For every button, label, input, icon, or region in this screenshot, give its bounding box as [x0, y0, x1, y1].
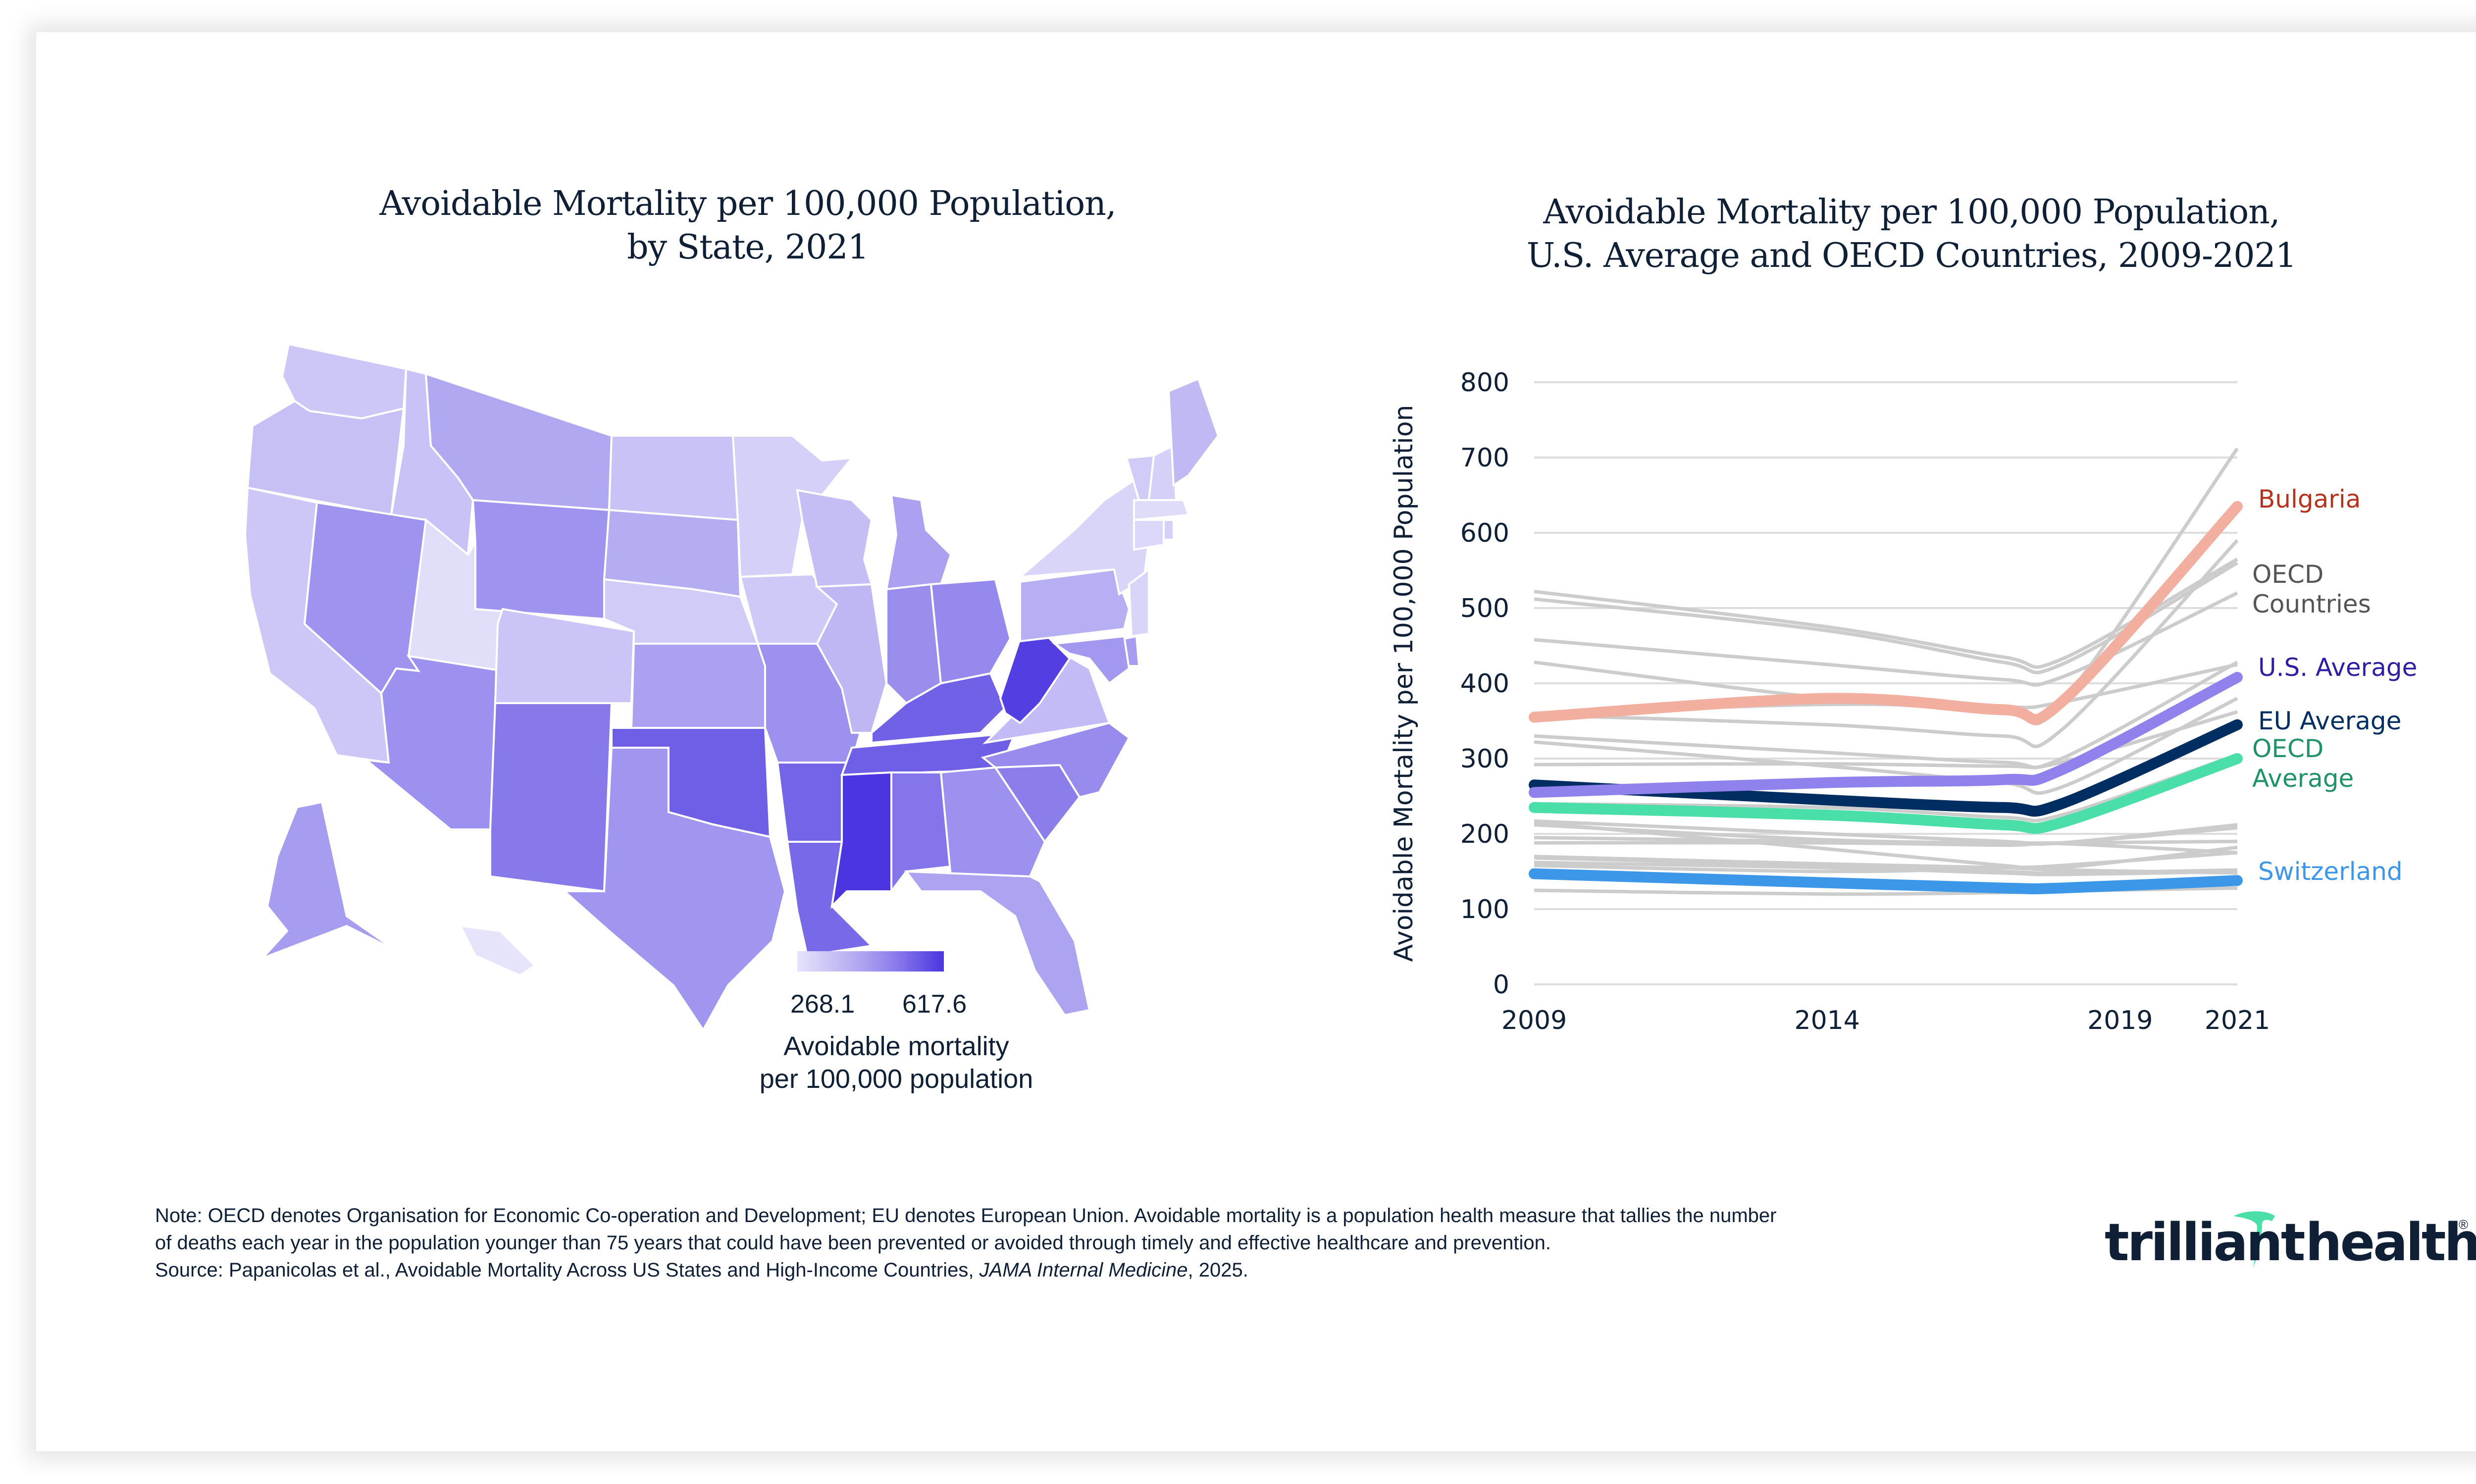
- state-fl: [904, 870, 1091, 1017]
- y-tick-label: 400: [1460, 669, 1509, 699]
- y-tick-label: 300: [1460, 744, 1509, 774]
- y-tick-label: 700: [1460, 443, 1509, 473]
- x-tick-label: 2019: [2087, 1006, 2153, 1035]
- logo-swoosh-icon: [2233, 1211, 2275, 1268]
- x-tick-label: 2009: [1501, 1006, 1567, 1035]
- state-wi: [796, 489, 873, 588]
- y-tick-label: 800: [1460, 368, 1509, 398]
- legend-caption-line-2: per 100,000 population: [759, 1064, 1033, 1094]
- source-journal: JAMA Internal Medicine: [979, 1259, 1188, 1281]
- series-line-bulgaria: [1529, 501, 2243, 725]
- y-tick-label: 0: [1493, 970, 1509, 1000]
- line-chart-title-line-2: U.S. Average and OECD Countries, 2009-20…: [1526, 236, 2297, 275]
- series-label-oecd-countries: OECD Countries: [2252, 560, 2371, 618]
- source-suffix: , 2025.: [1187, 1259, 1248, 1281]
- state-ky: [871, 672, 1007, 744]
- map-title-line-1: Avoidable Mortality per 100,000 Populati…: [379, 184, 1116, 223]
- legend-max-label: 617.6: [902, 990, 967, 1019]
- map-title: Avoidable Mortality per 100,000 Populati…: [277, 182, 1218, 269]
- footnote-source: Source: Papanicolas et al., Avoidable Mo…: [155, 1257, 1789, 1284]
- series-line-oecd-country: [1534, 841, 2238, 855]
- series-line-oecd-country: [1534, 558, 2238, 669]
- legend-min-label: 268.1: [790, 990, 855, 1019]
- series-line-oecd-country: [1534, 661, 2238, 769]
- state-oh: [929, 578, 1012, 685]
- logo-wordmark: trillianthealth: [2105, 1212, 2476, 1273]
- logo-text-trilliant: trilliant: [2105, 1212, 2306, 1273]
- state-ri: [1163, 519, 1175, 541]
- line-chart-title-line-1: Avoidable Mortality per 100,000 Populati…: [1543, 193, 2280, 232]
- y-tick-label: 500: [1460, 594, 1509, 623]
- series-line-oecd-country: [1534, 861, 2238, 876]
- state-ga: [939, 766, 1046, 877]
- series-label-eu-average: EU Average: [2258, 706, 2402, 735]
- us-choropleth-map: [244, 343, 1220, 1032]
- state-me: [1167, 377, 1220, 487]
- state-nc: [980, 721, 1131, 799]
- registered-mark: ®: [2458, 1217, 2468, 1232]
- line-chart-title: Avoidable Mortality per 100,000 Populati…: [1421, 191, 2402, 278]
- y-tick-label: 600: [1460, 518, 1509, 548]
- state-ct: [1133, 519, 1165, 551]
- series-label-u-s-average: U.S. Average: [2258, 653, 2418, 682]
- state-al: [890, 771, 952, 894]
- state-wy: [471, 499, 611, 620]
- series-label-oecd-average: OECD Average: [2252, 734, 2354, 793]
- state-ma: [1133, 499, 1190, 521]
- series-label-switzerland: Switzerland: [2258, 857, 2403, 886]
- x-tick-label: 2014: [1794, 1006, 1859, 1035]
- legend-caption-line-1: Avoidable mortality: [783, 1031, 1009, 1061]
- source-text: Source: Papanicolas et al., Avoidable Mo…: [155, 1259, 980, 1281]
- trilliant-health-logo: trillianthealth ®: [2105, 1208, 2476, 1282]
- logo-text-health: health: [2305, 1212, 2476, 1273]
- state-il: [814, 583, 888, 734]
- x-tick-label: 2021: [2205, 1006, 2270, 1035]
- footnote-note: Note: OECD denotes Organisation for Econ…: [155, 1205, 1777, 1254]
- series-line-oecd-country: [1534, 753, 2238, 822]
- legend-caption: Avoidable mortality per 100,000 populati…: [693, 1030, 1099, 1095]
- state-tx: [562, 747, 786, 1032]
- state-or: [246, 400, 405, 516]
- footnote: Note: OECD denotes Organisation for Econ…: [155, 1202, 1789, 1284]
- series-line-oecd-country: [1534, 836, 2238, 845]
- map-title-line-2: by State, 2021: [627, 228, 869, 267]
- state-md: [1052, 635, 1131, 685]
- state-nm: [489, 702, 613, 893]
- series-line-oecd-country: [1534, 539, 2239, 748]
- state-nj: [1128, 567, 1150, 638]
- series-line-oecd-average: [1529, 753, 2243, 834]
- y-tick-label: 100: [1460, 895, 1509, 924]
- series-line-switzerland: [1529, 868, 2243, 895]
- series-line-oecd-country: [1534, 851, 2238, 873]
- y-tick-label: 200: [1460, 819, 1509, 849]
- series-line-u-s-average: [1529, 671, 2243, 798]
- state-hi: [459, 924, 537, 977]
- series-label-bulgaria: Bulgaria: [2258, 484, 2361, 513]
- state-mi: [885, 494, 952, 591]
- state-ak: [261, 801, 397, 959]
- legend-gradient-bar: [797, 951, 944, 972]
